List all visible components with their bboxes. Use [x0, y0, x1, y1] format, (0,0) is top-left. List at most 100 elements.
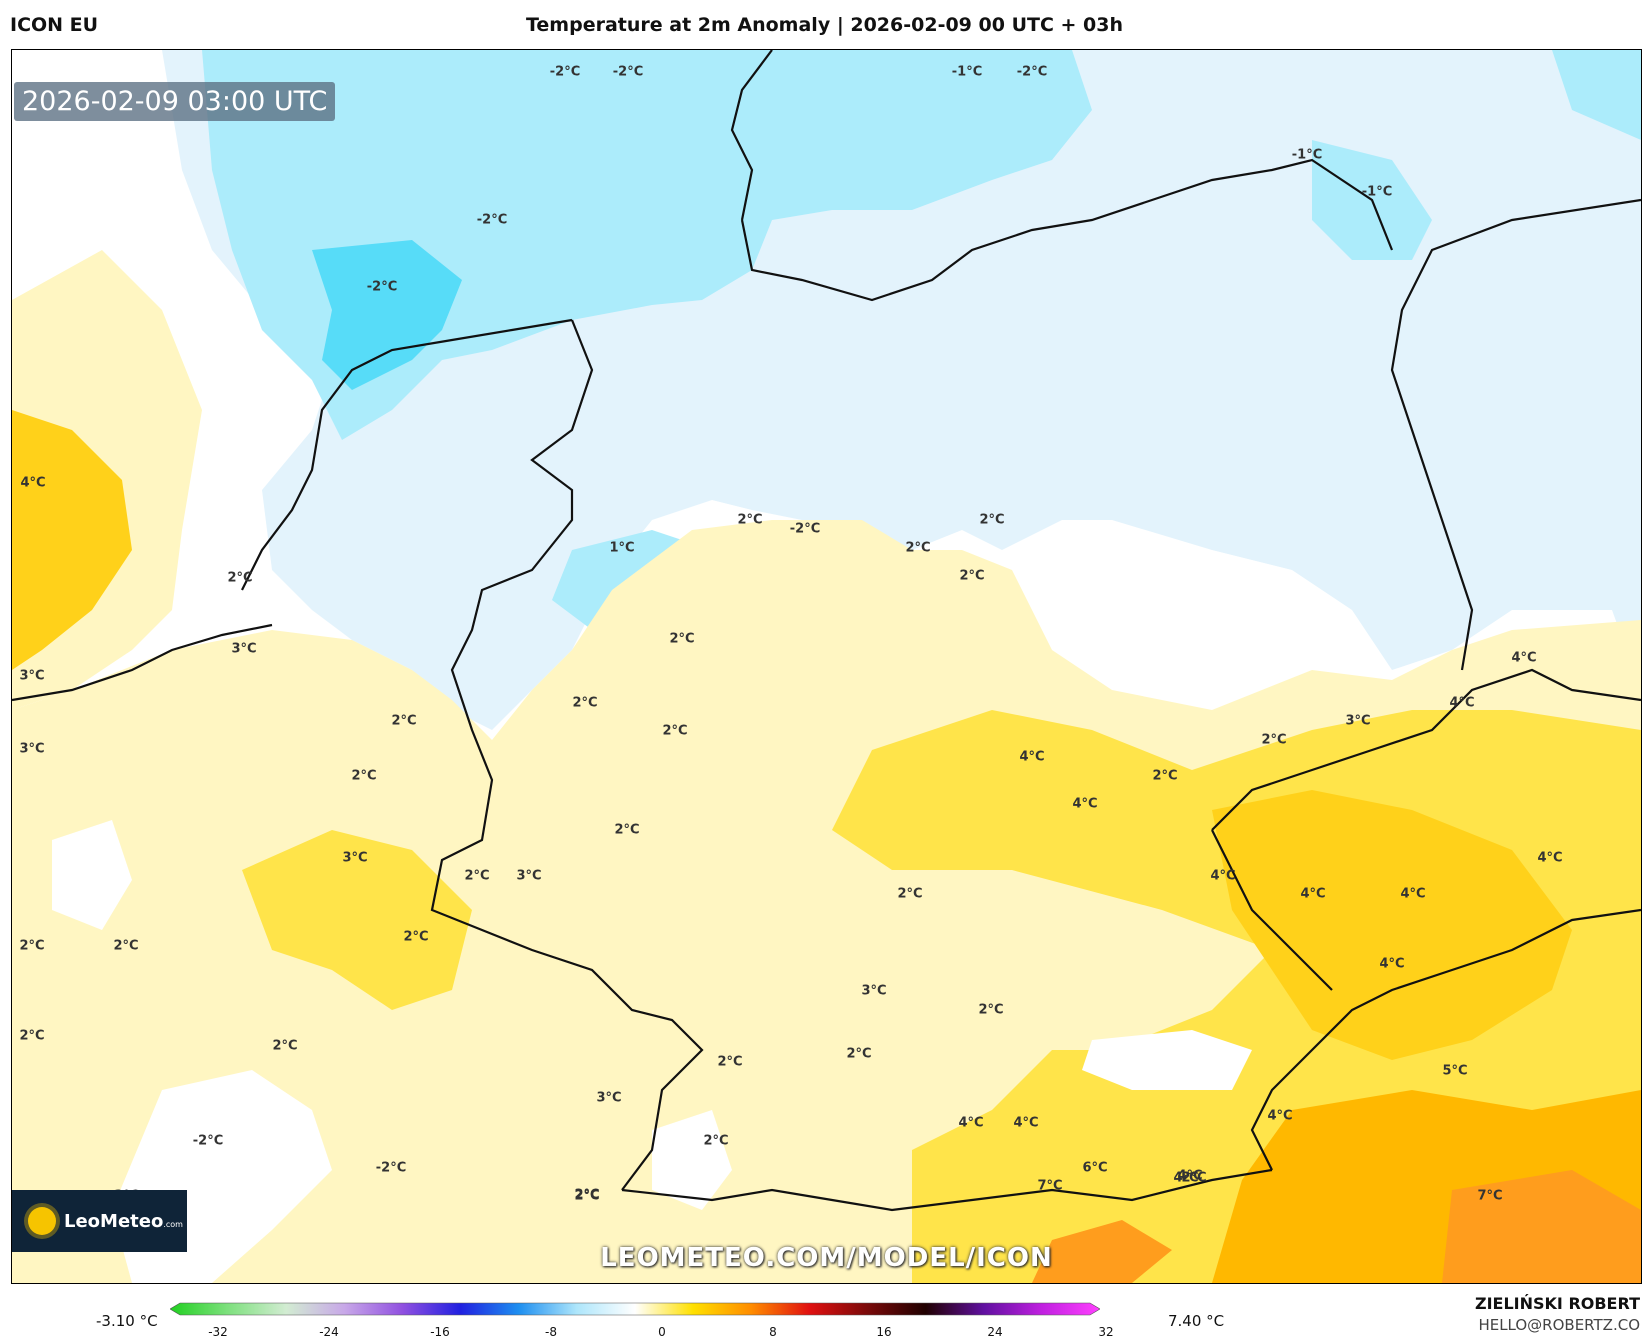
temperature-label: 2°C — [959, 568, 985, 584]
temperature-label: 4°C — [1013, 1115, 1039, 1131]
temperature-label: 4°C — [20, 475, 46, 491]
temperature-label: 3°C — [1345, 713, 1371, 729]
temperature-label: 2°C — [19, 1028, 45, 1044]
temperature-label: 2°C — [614, 822, 640, 838]
temperature-label: -2°C — [549, 64, 581, 80]
temperature-label: 6°C — [1082, 1160, 1108, 1176]
temperature-label: -1°C — [951, 64, 983, 80]
warm-core-corner — [1442, 1170, 1641, 1283]
temperature-label: 2°C — [227, 570, 253, 586]
colorbar-max-label: 7.40 °C — [1168, 1312, 1225, 1330]
temperature-label: 2°C — [905, 540, 931, 556]
temperature-label: 2°C — [574, 1187, 600, 1203]
temperature-label: 3°C — [516, 868, 542, 884]
temperature-label: 7°C — [1037, 1178, 1063, 1194]
temperature-label: 2°C — [1181, 1170, 1207, 1186]
colorbar-min-label: -3.10 °C — [96, 1312, 158, 1330]
temperature-label: -1°C — [1291, 147, 1323, 163]
temperature-label: 4°C — [958, 1115, 984, 1131]
temperature-label: 2°C — [737, 512, 763, 528]
temperature-label: 2°C — [464, 868, 490, 884]
temperature-label: 2°C — [572, 695, 598, 711]
temperature-label: 4°C — [1210, 868, 1236, 884]
temperature-label: 2°C — [846, 1046, 872, 1062]
temperature-label: 2°C — [19, 938, 45, 954]
temperature-label: 4°C — [1300, 886, 1326, 902]
author-email[interactable]: HELLO@ROBERTZ.CO — [1478, 1316, 1640, 1334]
temperature-label: 2°C — [703, 1133, 729, 1149]
temperature-label: 2°C — [978, 1002, 1004, 1018]
temperature-label: 2°C — [272, 1038, 298, 1054]
temperature-label: 2°C — [662, 723, 688, 739]
temperature-label: 4°C — [1173, 1170, 1199, 1186]
temperature-label: 3°C — [861, 983, 887, 999]
colorbar-tick: 16 — [876, 1325, 892, 1339]
colorbar-tick: -32 — [208, 1325, 228, 1339]
valid-time-box: 2026-02-09 03:00 UTC — [14, 82, 336, 121]
temperature-label: 3°C — [19, 668, 45, 684]
temperature-label: 4°C — [1019, 749, 1045, 765]
leometeo-logo[interactable]: LeoMeteo.com — [12, 1190, 187, 1252]
temperature-label: 3°C — [231, 641, 257, 657]
colorbar-tick: 32 — [1098, 1325, 1114, 1339]
map-title: Temperature at 2m Anomaly | 2026-02-09 0… — [525, 14, 1124, 36]
temperature-label: 2°C — [391, 713, 417, 729]
temperature-label: 4°C — [1379, 956, 1405, 972]
temperature-label: 2°C — [669, 631, 695, 647]
temperature-label: 4°C — [1511, 650, 1537, 666]
colorbar-tick: 8 — [769, 1325, 777, 1339]
temperature-label: 4°C — [1400, 886, 1426, 902]
cold-field-core — [312, 240, 462, 390]
temperature-label: 3°C — [596, 1090, 622, 1106]
temperature-label: -2°C — [192, 1133, 224, 1149]
colorbar-tick: 0 — [658, 1325, 666, 1339]
temperature-label: -2°C — [1016, 64, 1048, 80]
temperature-label: 4°C — [1267, 1108, 1293, 1124]
temperature-anomaly-map: 2026-02-09 03:00 UTC -2°C -2°C -1°C -2°C -1°… — [11, 49, 1642, 1284]
map-canvas — [12, 50, 1641, 1283]
temperature-label: 3°C — [342, 850, 368, 866]
neutral-pocket-4 — [652, 1110, 732, 1210]
colorbar-gradient — [170, 1302, 1100, 1316]
author-name: ZIELIŃSKI ROBERT — [1474, 1294, 1640, 1313]
watermark-url[interactable]: LEOMETEO.COM/MODEL/ICON — [600, 1243, 1053, 1273]
temperature-label: 2°C — [351, 768, 377, 784]
temperature-label: -2°C — [375, 1160, 407, 1176]
colorbar-tick: -24 — [319, 1325, 339, 1339]
temperature-label: 4°C — [1537, 850, 1563, 866]
temperature-label: 2°C — [1261, 732, 1287, 748]
model-name: ICON EU — [10, 14, 99, 36]
temperature-label: 5°C — [1442, 1063, 1468, 1079]
colorbar-tick: -8 — [545, 1325, 557, 1339]
warm-core-alps — [1032, 1220, 1172, 1283]
borders — [12, 50, 1641, 1212]
temperature-label: 2°C — [897, 886, 923, 902]
neutral-pocket-2 — [52, 820, 132, 930]
temperature-label: 4°C — [1177, 1168, 1203, 1184]
temperature-label: 4°C — [1449, 695, 1475, 711]
colorbar — [170, 1302, 1100, 1316]
temperature-label: -2°C — [476, 212, 508, 228]
temperature-label: 2°C — [403, 929, 429, 945]
colorbar-tick: 24 — [987, 1325, 1003, 1339]
temperature-label: 7°C — [1477, 1188, 1503, 1204]
temperature-label: 2°C — [979, 512, 1005, 528]
neutral-pocket-1 — [1082, 1030, 1252, 1090]
temperature-label: -2°C — [612, 64, 644, 80]
temperature-label: -2°C — [366, 279, 398, 295]
colorbar-tick: -16 — [430, 1325, 450, 1339]
temperature-label: 1°C — [609, 540, 635, 556]
temperature-label: 3°C — [19, 741, 45, 757]
logo-text: LeoMeteo.com — [64, 1210, 183, 1232]
temperature-label: -2°C — [789, 521, 821, 537]
temperature-label: 2°C — [574, 1188, 600, 1204]
temperature-label: -1°C — [1361, 184, 1393, 200]
temperature-label: 2°C — [717, 1054, 743, 1070]
temperature-label: 2°C — [113, 938, 139, 954]
cold-field-ne — [1552, 50, 1641, 140]
warm-field-mid — [242, 830, 472, 1010]
warm-core-east — [1212, 790, 1572, 1060]
warm-core-west — [12, 410, 132, 670]
temperature-label: 4°C — [1072, 796, 1098, 812]
temperature-label: 2°C — [1152, 768, 1178, 784]
